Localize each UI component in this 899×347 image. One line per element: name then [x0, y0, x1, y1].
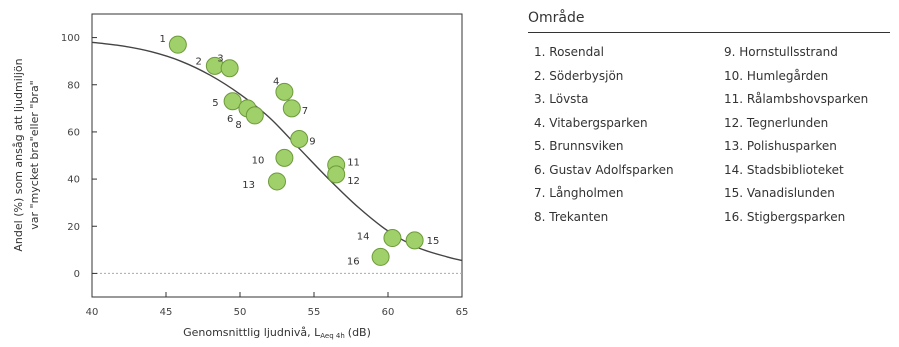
data-point-label: 2: [195, 56, 201, 67]
x-tick-label: 50: [234, 307, 247, 318]
legend-item: 7. Långholmen: [534, 186, 624, 200]
legend-item: 13. Polishusparken: [724, 139, 837, 153]
y-axis-title-line2: var "mycket bra"eller "bra": [28, 80, 41, 230]
data-point: [268, 172, 286, 191]
x-tick-label: 55: [308, 307, 321, 318]
data-point: [275, 148, 294, 167]
legend-item: 9. Hornstullsstrand: [724, 45, 838, 59]
x-axis-ticks: 40 45 50 55 60 65: [86, 292, 469, 318]
legend-item: 12. Tegnerlunden: [724, 115, 829, 130]
data-point-label: 6: [227, 114, 233, 125]
x-axis-title-unit: (dB): [348, 326, 371, 339]
legend-item: 11. Rålambshovsparken: [724, 92, 869, 106]
x-tick-label: 65: [456, 307, 469, 318]
data-point-label: 16: [347, 256, 360, 267]
legend-item: 3. Lövsta: [534, 92, 589, 106]
data-point: [220, 59, 239, 78]
y-tick-label: 60: [67, 127, 80, 138]
x-tick-label: 45: [160, 307, 173, 318]
data-point: [223, 92, 242, 111]
data-point: [282, 99, 301, 118]
y-axis-ticks: 0 20 40 60 80 100: [61, 33, 97, 280]
x-axis-title: Genomsnittlig ljudnivå, LAeq 4h (dB): [183, 326, 371, 340]
x-axis-title-subscript: Aeq 4h: [320, 332, 345, 340]
legend-title: Område: [528, 10, 890, 33]
data-point-label: 3: [217, 54, 223, 65]
data-point-label: 13: [242, 180, 255, 191]
legend-item: 4. Vitabergsparken: [534, 115, 648, 130]
data-point-label: 15: [427, 236, 440, 247]
data-point-label: 4: [273, 76, 279, 87]
legend-item: 8. Trekanten: [534, 209, 609, 224]
legend-column-1: 1. Rosendal 2. Söderbysjön 3. Lövsta 4. …: [528, 41, 724, 229]
legend-columns: 1. Rosendal 2. Söderbysjön 3. Lövsta 4. …: [528, 41, 890, 229]
x-tick-label: 60: [382, 307, 395, 318]
data-point-label: 8: [235, 120, 241, 131]
data-point-label: 5: [212, 98, 218, 109]
y-tick-label: 40: [67, 175, 80, 186]
data-points: [168, 35, 424, 266]
y-tick-label: 0: [74, 269, 80, 280]
legend-item: 16. Stigbergsparken: [724, 209, 846, 224]
data-point-label: 7: [302, 106, 308, 117]
y-tick-label: 80: [67, 80, 80, 91]
data-point: [290, 129, 309, 148]
x-axis-title-main: Genomsnittlig ljudnivå, L: [183, 326, 321, 339]
legend-item: 15. Vanadislunden: [724, 186, 835, 200]
legend: Område 1. Rosendal 2. Söderbysjön 3. Löv…: [528, 10, 890, 229]
data-point: [383, 229, 402, 248]
data-point-label: 9: [309, 136, 315, 147]
data-point-label: 11: [347, 157, 360, 168]
legend-item: 1. Rosendal: [534, 45, 604, 59]
y-tick-label: 100: [61, 33, 80, 44]
data-point-label: 10: [252, 155, 265, 166]
data-point: [371, 247, 390, 266]
data-point: [327, 165, 346, 184]
y-tick-label: 20: [67, 222, 80, 233]
legend-item: 6. Gustav Adolfsparken: [534, 162, 674, 177]
legend-column-2: 9. Hornstullsstrand 10. Humlegården 11. …: [724, 41, 890, 229]
legend-item: 14. Stadsbiblioteket: [724, 162, 844, 177]
x-tick-label: 40: [86, 307, 99, 318]
data-point: [245, 106, 264, 125]
data-point-label: 1: [159, 34, 165, 45]
data-point: [168, 35, 187, 54]
data-point: [405, 231, 424, 250]
legend-item: 10. Humlegården: [724, 68, 829, 83]
legend-item: 2. Söderbysjön: [534, 68, 624, 83]
y-axis-title-line1: Andel (%) som ansåg att ljudmiljön: [12, 58, 25, 251]
legend-item: 5. Brunnsviken: [534, 139, 624, 153]
data-point-label: 14: [357, 232, 370, 243]
data-point-label: 12: [347, 176, 360, 187]
data-point: [275, 82, 294, 101]
